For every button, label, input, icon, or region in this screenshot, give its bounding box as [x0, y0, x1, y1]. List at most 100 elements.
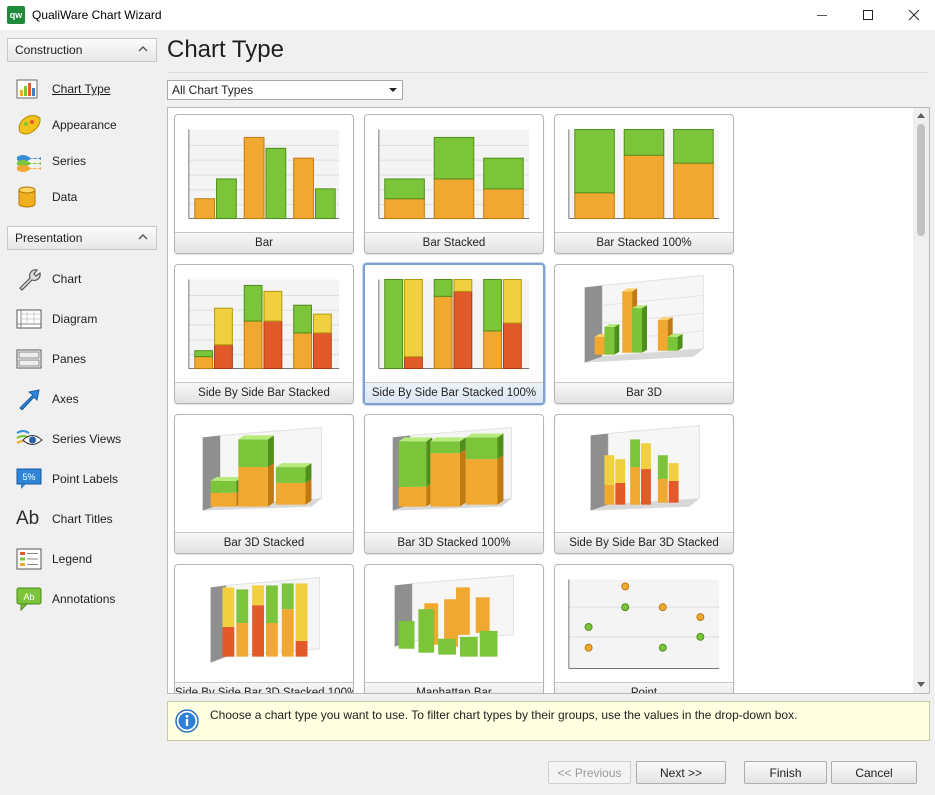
- nav-item-label: Series: [52, 154, 87, 168]
- hint-panel: Choose a chart type you want to use. To …: [167, 701, 930, 741]
- side-by-side-bar-3d-stacked-thumbnail: [590, 425, 700, 511]
- nav-item-series[interactable]: Series: [16, 148, 86, 174]
- tile-caption: Side By Side Bar Stacked 100%: [365, 382, 543, 403]
- tile-caption: Bar Stacked: [365, 232, 543, 253]
- diagram-icon: [16, 306, 44, 332]
- maximize-button[interactable]: [845, 0, 891, 30]
- tile-caption: Side By Side Bar 3D Stacked 100%: [175, 682, 353, 693]
- close-icon: [908, 9, 920, 21]
- bar-stacked-thumbnail: [378, 129, 530, 219]
- nav-item-label: Series Views: [52, 432, 122, 446]
- chart-type-gallery: Bar Bar Stacked Bar Stacked 100%: [167, 107, 930, 694]
- bar-3d-thumbnail: [584, 274, 704, 363]
- nav-item-appearance[interactable]: Appearance: [16, 112, 117, 138]
- tile-caption: Bar 3D Stacked: [175, 532, 353, 553]
- close-button[interactable]: [891, 0, 935, 30]
- nav-item-annotations[interactable]: Ab Annotations: [16, 586, 115, 612]
- side-by-side-bar-stacked-thumbnail: [188, 279, 340, 369]
- nav-item-label: Annotations: [52, 592, 116, 606]
- window-title: QualiWare Chart Wizard: [32, 8, 162, 22]
- cancel-button[interactable]: Cancel: [831, 761, 917, 784]
- chart-type-tile-side-by-side-bar-stacked[interactable]: Side By Side Bar Stacked: [174, 264, 354, 404]
- nav-item-data[interactable]: Data: [16, 184, 77, 210]
- tile-caption: Bar 3D: [555, 382, 733, 403]
- point-labels-icon: 5%: [16, 466, 44, 492]
- chart-type-filter-dropdown[interactable]: All Chart Types: [167, 80, 403, 100]
- info-icon: [175, 709, 199, 733]
- axes-arrow-icon: [16, 386, 44, 412]
- scroll-up-icon[interactable]: [917, 113, 925, 118]
- maximize-icon: [863, 10, 873, 20]
- group-label: Construction: [15, 43, 83, 57]
- scroll-down-icon[interactable]: [917, 682, 925, 687]
- nav-item-panes[interactable]: Panes: [16, 346, 86, 372]
- bar-3d-stacked-100-thumbnail: [392, 426, 512, 511]
- palette-icon: [16, 112, 44, 138]
- chart-type-tile-bar-3d-stacked-100[interactable]: Bar 3D Stacked 100%: [364, 414, 544, 554]
- nav-item-legend[interactable]: Legend: [16, 546, 92, 572]
- nav-item-label: Point Labels: [52, 472, 119, 486]
- nav-item-label: Panes: [52, 352, 87, 366]
- badge-text: Ab: [23, 592, 34, 602]
- group-presentation[interactable]: Presentation: [7, 226, 157, 250]
- scrollbar-thumb[interactable]: [917, 124, 925, 236]
- bar-3d-stacked-thumbnail: [202, 426, 322, 511]
- nav-item-chart[interactable]: Chart: [16, 266, 81, 292]
- tile-caption: Side By Side Bar Stacked: [175, 382, 353, 403]
- bar-chart-icon: [16, 76, 44, 102]
- wrench-icon: [16, 266, 44, 292]
- eye-icon: [16, 426, 44, 452]
- title-divider: [167, 72, 929, 73]
- nav-item-axes[interactable]: Axes: [16, 386, 79, 412]
- nav-item-chart-type[interactable]: Chart Type: [16, 76, 110, 102]
- title-bar: qw QualiWare Chart Wizard: [0, 0, 935, 30]
- minimize-button[interactable]: [799, 0, 845, 30]
- nav-item-label: Diagram: [52, 312, 98, 326]
- tile-caption: Bar: [175, 232, 353, 253]
- chevron-up-icon: [138, 46, 148, 52]
- chart-type-tile-bar-stacked[interactable]: Bar Stacked: [364, 114, 544, 254]
- chart-type-tile-point[interactable]: Point: [554, 564, 734, 693]
- chart-type-tile-side-by-side-bar-stacked-100[interactable]: Side By Side Bar Stacked 100%: [363, 263, 545, 405]
- side-by-side-bar-3d-stacked-100-thumbnail: [210, 576, 320, 663]
- chart-type-tile-bar-stacked-100[interactable]: Bar Stacked 100%: [554, 114, 734, 254]
- chevron-up-icon: [138, 234, 148, 240]
- nav-item-point-labels[interactable]: 5% Point Labels: [16, 466, 118, 492]
- app-logo-icon: qw: [7, 6, 25, 24]
- chart-type-tile-bar-3d-stacked[interactable]: Bar 3D Stacked: [174, 414, 354, 554]
- chart-type-tile-bar-3d[interactable]: Bar 3D: [554, 264, 734, 404]
- chart-type-tile-side-by-side-bar-3d-stacked-100[interactable]: Side By Side Bar 3D Stacked 100%: [174, 564, 354, 693]
- nav-item-label: Data: [52, 190, 78, 204]
- series-icon: [16, 148, 44, 174]
- tile-caption: Side By Side Bar 3D Stacked: [555, 532, 733, 553]
- side-by-side-bar-stacked-100-thumbnail: [378, 279, 530, 369]
- tile-caption: Manhattan Bar: [365, 682, 543, 693]
- wizard-navigation: Construction Chart Type Appearance Serie…: [0, 30, 162, 795]
- bar-stacked-100-thumbnail: [568, 129, 720, 219]
- manhattan-bar-thumbnail: [394, 575, 514, 657]
- chart-type-tile-manhattan-bar[interactable]: Manhattan Bar: [364, 564, 544, 693]
- tile-caption: Bar 3D Stacked 100%: [365, 532, 543, 553]
- nav-item-chart-titles[interactable]: Ab Chart Titles: [16, 506, 113, 532]
- page-title: Chart Type: [167, 36, 284, 63]
- chart-type-tile-bar[interactable]: Bar: [174, 114, 354, 254]
- nav-item-label: Chart Type: [52, 82, 111, 96]
- nav-item-label: Chart Titles: [52, 512, 113, 526]
- gallery-scrollbar[interactable]: [913, 108, 929, 693]
- point-thumbnail: [568, 579, 720, 669]
- nav-item-label: Chart: [52, 272, 82, 286]
- dropdown-arrow-icon: [389, 88, 397, 92]
- next-button[interactable]: Next >>: [636, 761, 726, 784]
- nav-item-series-views[interactable]: Series Views: [16, 426, 121, 452]
- finish-button[interactable]: Finish: [744, 761, 827, 784]
- nav-item-diagram[interactable]: Diagram: [16, 306, 97, 332]
- group-construction[interactable]: Construction: [7, 38, 157, 62]
- dropdown-value: All Chart Types: [172, 83, 254, 97]
- previous-button[interactable]: << Previous: [548, 761, 631, 784]
- legend-icon: [16, 546, 44, 572]
- minimize-icon: [817, 15, 827, 16]
- chart-type-tile-side-by-side-bar-3d-stacked[interactable]: Side By Side Bar 3D Stacked: [554, 414, 734, 554]
- database-icon: [16, 184, 44, 210]
- panes-icon: [16, 346, 44, 372]
- badge-text: 5%: [22, 472, 35, 482]
